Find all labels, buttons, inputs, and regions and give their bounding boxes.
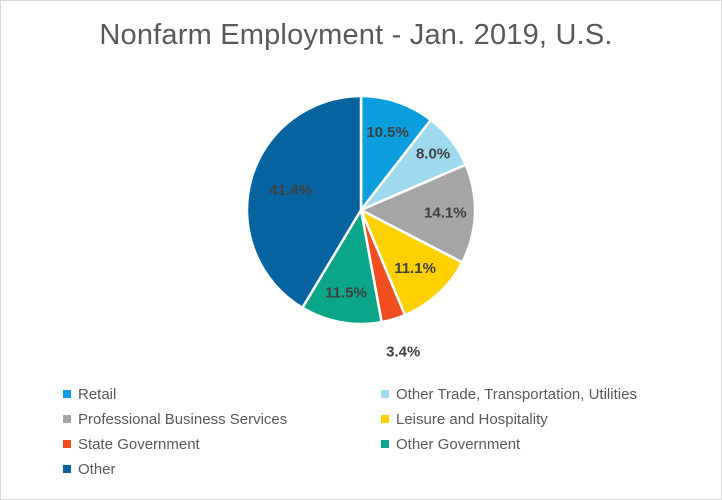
data-label: 14.1% (424, 204, 467, 221)
legend-item: Retail (63, 385, 381, 403)
legend-label: Other Government (396, 435, 521, 453)
pie-slice-professional-business-services (359, 163, 477, 264)
legend-label: Other (78, 460, 116, 478)
pie-slice-leisure-and-hospitality (359, 208, 464, 317)
data-label: 3.4% (386, 344, 420, 361)
legend-swatch (63, 465, 71, 473)
legend-item: State Government (63, 435, 381, 453)
pie-slice-retail (359, 94, 433, 212)
data-label: 41.4% (269, 182, 312, 199)
data-label: 11.1% (394, 260, 436, 277)
pie-slice-other (245, 94, 363, 310)
legend-item: Other (63, 460, 381, 478)
legend: Retail Other Trade, Transportation, Utili… (63, 385, 703, 478)
legend-swatch (381, 440, 389, 448)
data-label: 8.0% (416, 146, 450, 163)
legend-swatch (63, 440, 71, 448)
legend-swatch (381, 415, 389, 423)
legend-item: Other Trade, Transportation, Utilities (381, 385, 681, 403)
legend-label: Retail (78, 385, 117, 403)
legend-item: Leisure and Hospitality (381, 410, 681, 428)
legend-swatch (381, 390, 389, 398)
chart-title: Nonfarm Employment - Jan. 2019, U.S. (99, 19, 613, 51)
legend-swatch (63, 415, 71, 423)
legend-label: Professional Business Services (78, 410, 288, 428)
data-label: 10.5% (366, 124, 409, 141)
legend-item: Other Government (381, 435, 681, 453)
legend-label: Leisure and Hospitality (396, 410, 548, 428)
legend-label: Other Trade, Transportation, Utilities (396, 385, 637, 403)
legend-swatch (63, 390, 71, 398)
legend-label: State Government (78, 435, 200, 453)
data-label: 11.5% (325, 285, 367, 302)
pie-slice-other-government (301, 208, 383, 326)
legend-item: Professional Business Services (63, 410, 381, 428)
